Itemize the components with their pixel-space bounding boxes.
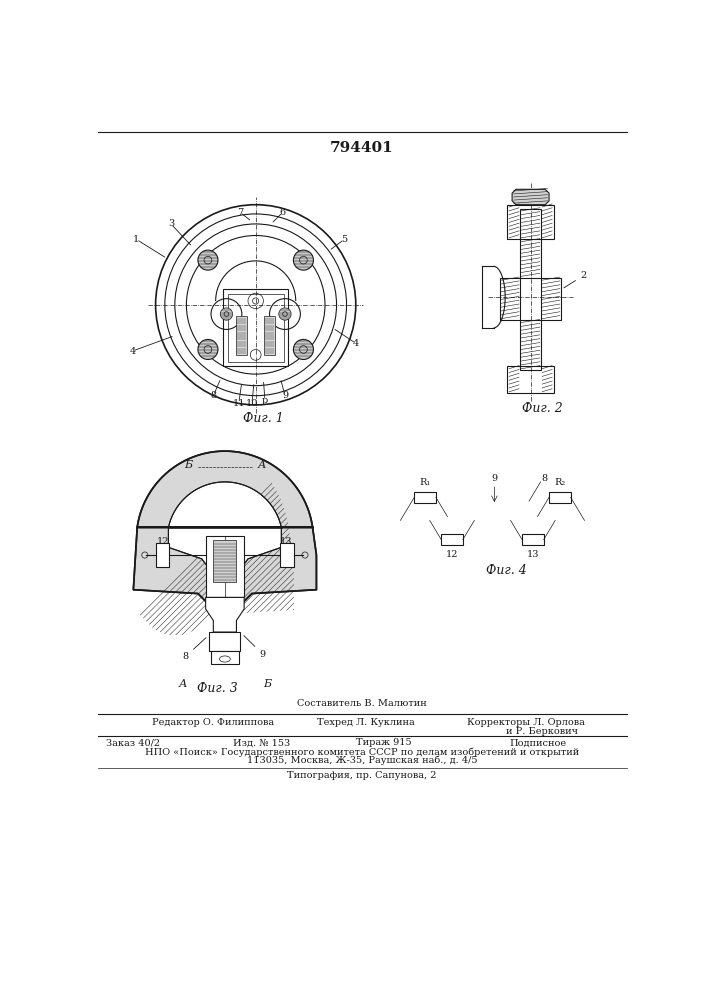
Text: Фиг. 2: Фиг. 2: [522, 402, 563, 415]
Text: 5: 5: [341, 235, 347, 244]
Circle shape: [198, 339, 218, 359]
Text: А: А: [257, 460, 266, 470]
Bar: [508, 205, 554, 239]
Circle shape: [221, 308, 233, 320]
Text: Тираж 915: Тираж 915: [356, 738, 411, 747]
Text: 10: 10: [245, 399, 258, 408]
Text: Корректоры Л. Орлова: Корректоры Л. Орлова: [467, 718, 585, 727]
Text: 9: 9: [491, 474, 498, 483]
Text: А: А: [178, 679, 187, 689]
Text: Фиг. 1: Фиг. 1: [243, 412, 284, 425]
Circle shape: [293, 339, 313, 359]
Text: НПО «Поиск» Государственного комитета СССР по делам изобретений и открытий: НПО «Поиск» Государственного комитета СС…: [145, 747, 579, 757]
Circle shape: [279, 308, 291, 320]
Text: 2: 2: [563, 271, 587, 288]
Bar: [522, 534, 544, 545]
Text: 7: 7: [237, 208, 243, 217]
Polygon shape: [168, 482, 281, 582]
Bar: [520, 209, 542, 370]
Text: 4: 4: [353, 339, 359, 348]
Bar: [206, 536, 244, 597]
Circle shape: [293, 250, 313, 270]
Bar: [214, 540, 236, 582]
Text: Фиг. 3: Фиг. 3: [197, 682, 238, 695]
Text: p: p: [262, 396, 268, 405]
Polygon shape: [512, 189, 549, 205]
Text: 11: 11: [233, 399, 245, 408]
Bar: [209, 632, 240, 651]
Text: Составитель В. Малютин: Составитель В. Малютин: [297, 699, 427, 708]
Text: 113035, Москва, Ж-35, Раушская наб., д. 4/5: 113035, Москва, Ж-35, Раушская наб., д. …: [247, 756, 477, 765]
Text: Подписное: Подписное: [510, 738, 567, 747]
Text: Б: Б: [184, 460, 192, 470]
Bar: [223, 289, 288, 366]
Text: и Р. Беркович: и Р. Беркович: [506, 727, 578, 736]
Circle shape: [198, 250, 218, 270]
Text: Заказ 40/2: Заказ 40/2: [105, 738, 160, 747]
Text: 9: 9: [244, 636, 266, 659]
Text: Изд. № 153: Изд. № 153: [233, 738, 290, 747]
Text: 12: 12: [446, 550, 458, 559]
Text: R₁: R₁: [419, 478, 431, 487]
Bar: [441, 534, 463, 545]
Text: 1: 1: [133, 235, 139, 244]
Text: 9: 9: [282, 391, 288, 400]
Text: 13: 13: [280, 537, 293, 546]
Polygon shape: [168, 482, 281, 582]
Polygon shape: [206, 597, 244, 632]
Bar: [228, 294, 284, 362]
Bar: [549, 492, 571, 503]
Polygon shape: [134, 451, 317, 609]
Text: Редактор О. Филиппова: Редактор О. Филиппова: [152, 718, 274, 727]
Bar: [414, 492, 436, 503]
Bar: [500, 278, 561, 320]
Text: 13: 13: [527, 550, 539, 559]
Bar: [156, 543, 170, 567]
Bar: [211, 651, 239, 664]
Text: Типография, пр. Сапунова, 2: Типография, пр. Сапунова, 2: [287, 771, 437, 780]
Bar: [508, 366, 554, 393]
Text: 8: 8: [182, 638, 206, 661]
Text: Техред Л. Куклина: Техред Л. Куклина: [317, 718, 415, 727]
Text: 6: 6: [279, 208, 286, 217]
Bar: [264, 316, 275, 355]
Text: 3: 3: [168, 219, 174, 228]
Bar: [281, 543, 294, 567]
Bar: [236, 316, 247, 355]
Text: 794401: 794401: [330, 141, 394, 155]
Text: 8: 8: [210, 391, 216, 400]
Text: 12: 12: [157, 537, 170, 546]
Text: Фиг. 4: Фиг. 4: [486, 564, 526, 577]
Text: R₂: R₂: [554, 478, 566, 487]
Text: 8: 8: [542, 474, 547, 483]
Text: Б: Б: [263, 679, 271, 689]
Text: 4: 4: [129, 347, 136, 356]
